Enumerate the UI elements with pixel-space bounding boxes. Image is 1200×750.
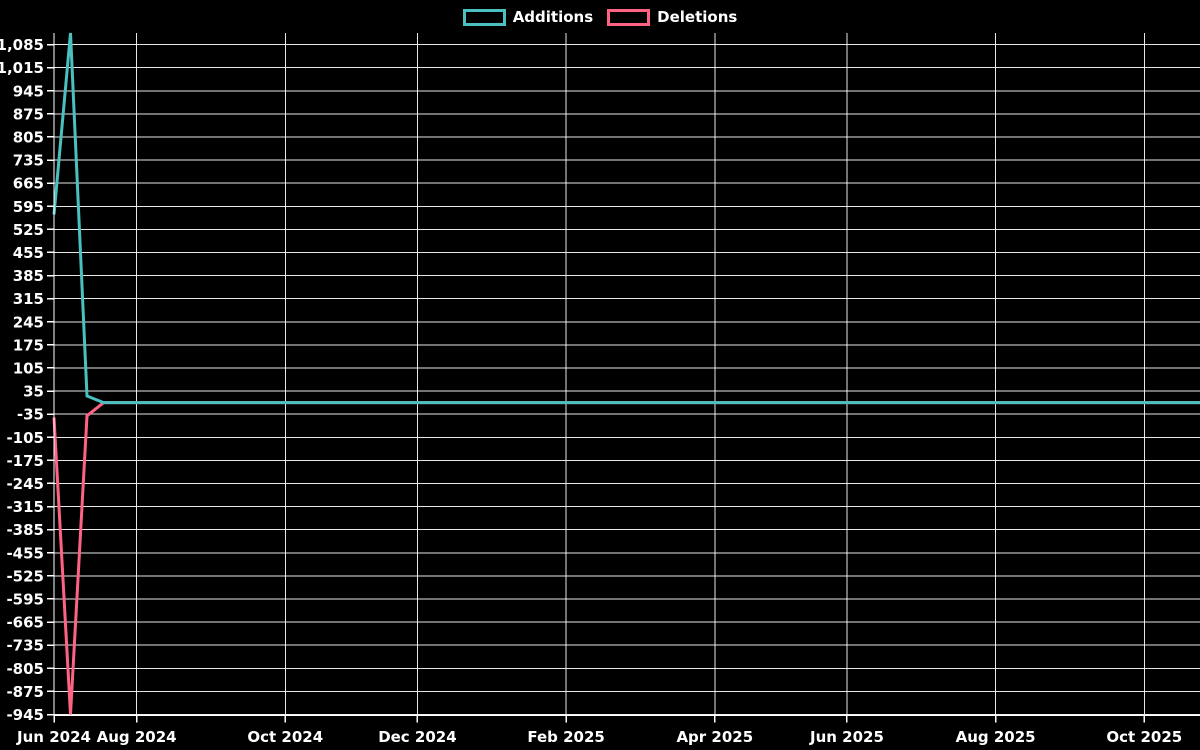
y-tick-label: 1,015 [0, 59, 44, 77]
series-lines [52, 32, 1200, 715]
y-tick-label: -735 [6, 637, 44, 655]
y-tick-label: -385 [6, 521, 44, 539]
y-tick-label: 875 [13, 105, 44, 123]
legend-item-additions[interactable]: Additions [462, 8, 594, 26]
legend-label-additions: Additions [512, 8, 594, 26]
y-tick-label: -805 [6, 660, 44, 678]
y-tick-label: -665 [6, 614, 44, 632]
x-tick-label: Oct 2024 [247, 728, 323, 746]
y-tick-label: 735 [13, 152, 44, 170]
y-tick-label: -105 [6, 429, 44, 447]
y-tick-label: -525 [6, 567, 44, 585]
chart-legend: Additions Deletions [0, 9, 1200, 26]
legend-item-deletions[interactable]: Deletions [607, 9, 737, 26]
y-tick-label: -455 [6, 544, 44, 562]
y-tick-label: 385 [13, 267, 44, 285]
x-tick-label: Dec 2024 [378, 728, 457, 746]
y-tick-label: -245 [6, 475, 44, 493]
y-tick-label: 525 [13, 221, 44, 239]
y-tick-label: 245 [13, 313, 44, 331]
y-tick-label: 945 [13, 82, 44, 100]
y-tick-label: 1,085 [0, 36, 44, 54]
x-tick-label: Oct 2025 [1106, 728, 1182, 746]
additions-legend-swatch-icon [462, 9, 506, 26]
x-tick-label: Jun 2024 [16, 728, 91, 746]
deletions-line [52, 401, 1200, 715]
legend-label-deletions: Deletions [657, 8, 738, 26]
deletions-legend-swatch-icon [607, 9, 651, 26]
y-tick-label: -875 [6, 683, 44, 701]
x-tick-label: Aug 2025 [956, 728, 1036, 746]
y-tick-label: 175 [13, 336, 44, 354]
y-tick-label: -175 [6, 452, 44, 470]
x-tick-label: Feb 2025 [527, 728, 605, 746]
y-tick-label: 455 [13, 244, 44, 262]
y-tick-label: -35 [17, 406, 44, 424]
y-tick-label: 595 [13, 198, 44, 216]
x-tick-label: Jun 2025 [809, 728, 884, 746]
y-tick-label: 315 [13, 290, 44, 308]
y-tick-label: 805 [13, 128, 44, 146]
y-tick-label: -945 [6, 706, 44, 724]
y-tick-label: -315 [6, 498, 44, 516]
gridlines [53, 33, 1200, 715]
axis-labels: 1,085 1,015 945 875 805 735 665 595 525 455 385 315… [0, 36, 1182, 746]
x-tick-label: Apr 2025 [676, 728, 753, 746]
x-tick-label: Aug 2024 [97, 728, 177, 746]
tick-marks [47, 43, 1146, 723]
y-tick-label: 105 [13, 359, 44, 377]
additions-line [52, 32, 1200, 405]
y-tick-label: 35 [23, 383, 44, 401]
y-tick-label: -595 [6, 590, 44, 608]
y-tick-label: 665 [13, 175, 44, 193]
